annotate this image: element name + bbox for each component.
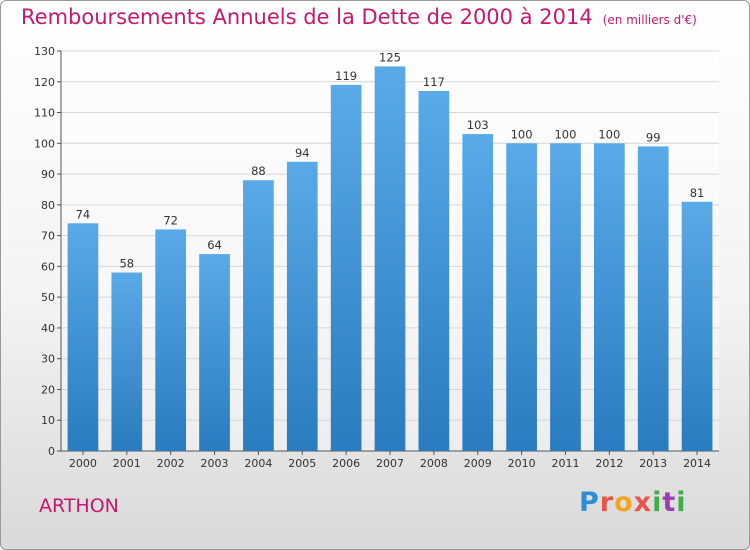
x-tick-label-2009: 2009: [464, 457, 492, 470]
bar-2005: [286, 161, 318, 451]
bar-2008: [418, 91, 450, 451]
chart-title-block: Remboursements Annuels de la Dette de 20…: [21, 5, 697, 29]
value-label-2012: 100: [598, 127, 620, 141]
value-label-2001: 58: [119, 257, 134, 271]
value-label-2002: 72: [163, 213, 178, 227]
y-tick-label: 100: [34, 137, 55, 150]
x-tick-label-2005: 2005: [288, 457, 316, 470]
proxiti-logo: Proxiti: [579, 487, 687, 518]
bar-2009: [462, 134, 494, 452]
x-tick-label-2011: 2011: [551, 457, 579, 470]
chart-subtitle: (en milliers d'€): [602, 13, 697, 27]
bar-2003: [199, 254, 230, 451]
logo-letter: r: [599, 487, 615, 518]
value-label-2005: 94: [295, 146, 310, 160]
y-tick-label: 50: [41, 291, 55, 304]
value-label-2008: 117: [423, 75, 445, 89]
y-tick-label: 20: [41, 383, 55, 396]
x-tick-label-2003: 2003: [201, 457, 229, 470]
logo-letter: P: [579, 487, 600, 518]
value-label-2010: 100: [511, 127, 533, 141]
x-tick-label-2007: 2007: [376, 457, 404, 470]
logo-letter: t: [662, 487, 677, 518]
bar-2006: [330, 84, 362, 451]
y-tick-label: 80: [41, 199, 55, 212]
y-tick-label: 10: [41, 414, 55, 427]
value-label-2011: 100: [554, 127, 576, 141]
bar-2014: [681, 201, 713, 451]
value-label-2003: 64: [207, 238, 222, 252]
bar-2007: [374, 66, 406, 451]
bar-2001: [111, 272, 143, 451]
value-label-2014: 81: [690, 186, 705, 200]
logo-letter: x: [633, 487, 653, 518]
x-tick-label-2012: 2012: [595, 457, 623, 470]
value-label-2004: 88: [251, 164, 266, 178]
x-tick-label-2008: 2008: [420, 457, 448, 470]
chart-title: Remboursements Annuels de la Dette de 20…: [21, 5, 593, 29]
x-tick-label-2006: 2006: [332, 457, 360, 470]
city-name: ARTHON: [39, 495, 119, 517]
bar-2012: [593, 143, 625, 452]
logo-letter: i: [652, 487, 663, 518]
bar-2013: [637, 146, 669, 451]
bar-2010: [506, 143, 537, 452]
x-tick-label-2001: 2001: [113, 457, 141, 470]
y-tick-label: 130: [34, 45, 55, 58]
bar-2004: [243, 180, 274, 451]
value-label-2009: 103: [467, 118, 489, 132]
x-tick-label-2004: 2004: [244, 457, 272, 470]
y-tick-label: 0: [48, 445, 55, 458]
y-tick-label: 60: [41, 260, 55, 273]
x-tick-label-2013: 2013: [639, 457, 667, 470]
y-tick-label: 70: [41, 230, 55, 243]
x-tick-label-2002: 2002: [157, 457, 185, 470]
y-tick-label: 110: [34, 107, 55, 120]
logo-letter: i: [676, 487, 687, 518]
value-label-2007: 125: [379, 50, 401, 64]
bar-2002: [155, 229, 187, 451]
x-tick-label-2014: 2014: [683, 457, 711, 470]
value-label-2006: 119: [335, 69, 357, 83]
logo-letter: o: [614, 487, 634, 518]
y-tick-label: 90: [41, 168, 55, 181]
x-tick-label-2000: 2000: [69, 457, 97, 470]
y-tick-label: 120: [34, 76, 55, 89]
value-label-2000: 74: [76, 207, 91, 221]
bar-2000: [67, 223, 99, 451]
x-tick-label-2010: 2010: [508, 457, 536, 470]
bar-2011: [550, 143, 581, 452]
y-tick-label: 30: [41, 353, 55, 366]
value-label-2013: 99: [646, 130, 661, 144]
y-tick-label: 40: [41, 322, 55, 335]
